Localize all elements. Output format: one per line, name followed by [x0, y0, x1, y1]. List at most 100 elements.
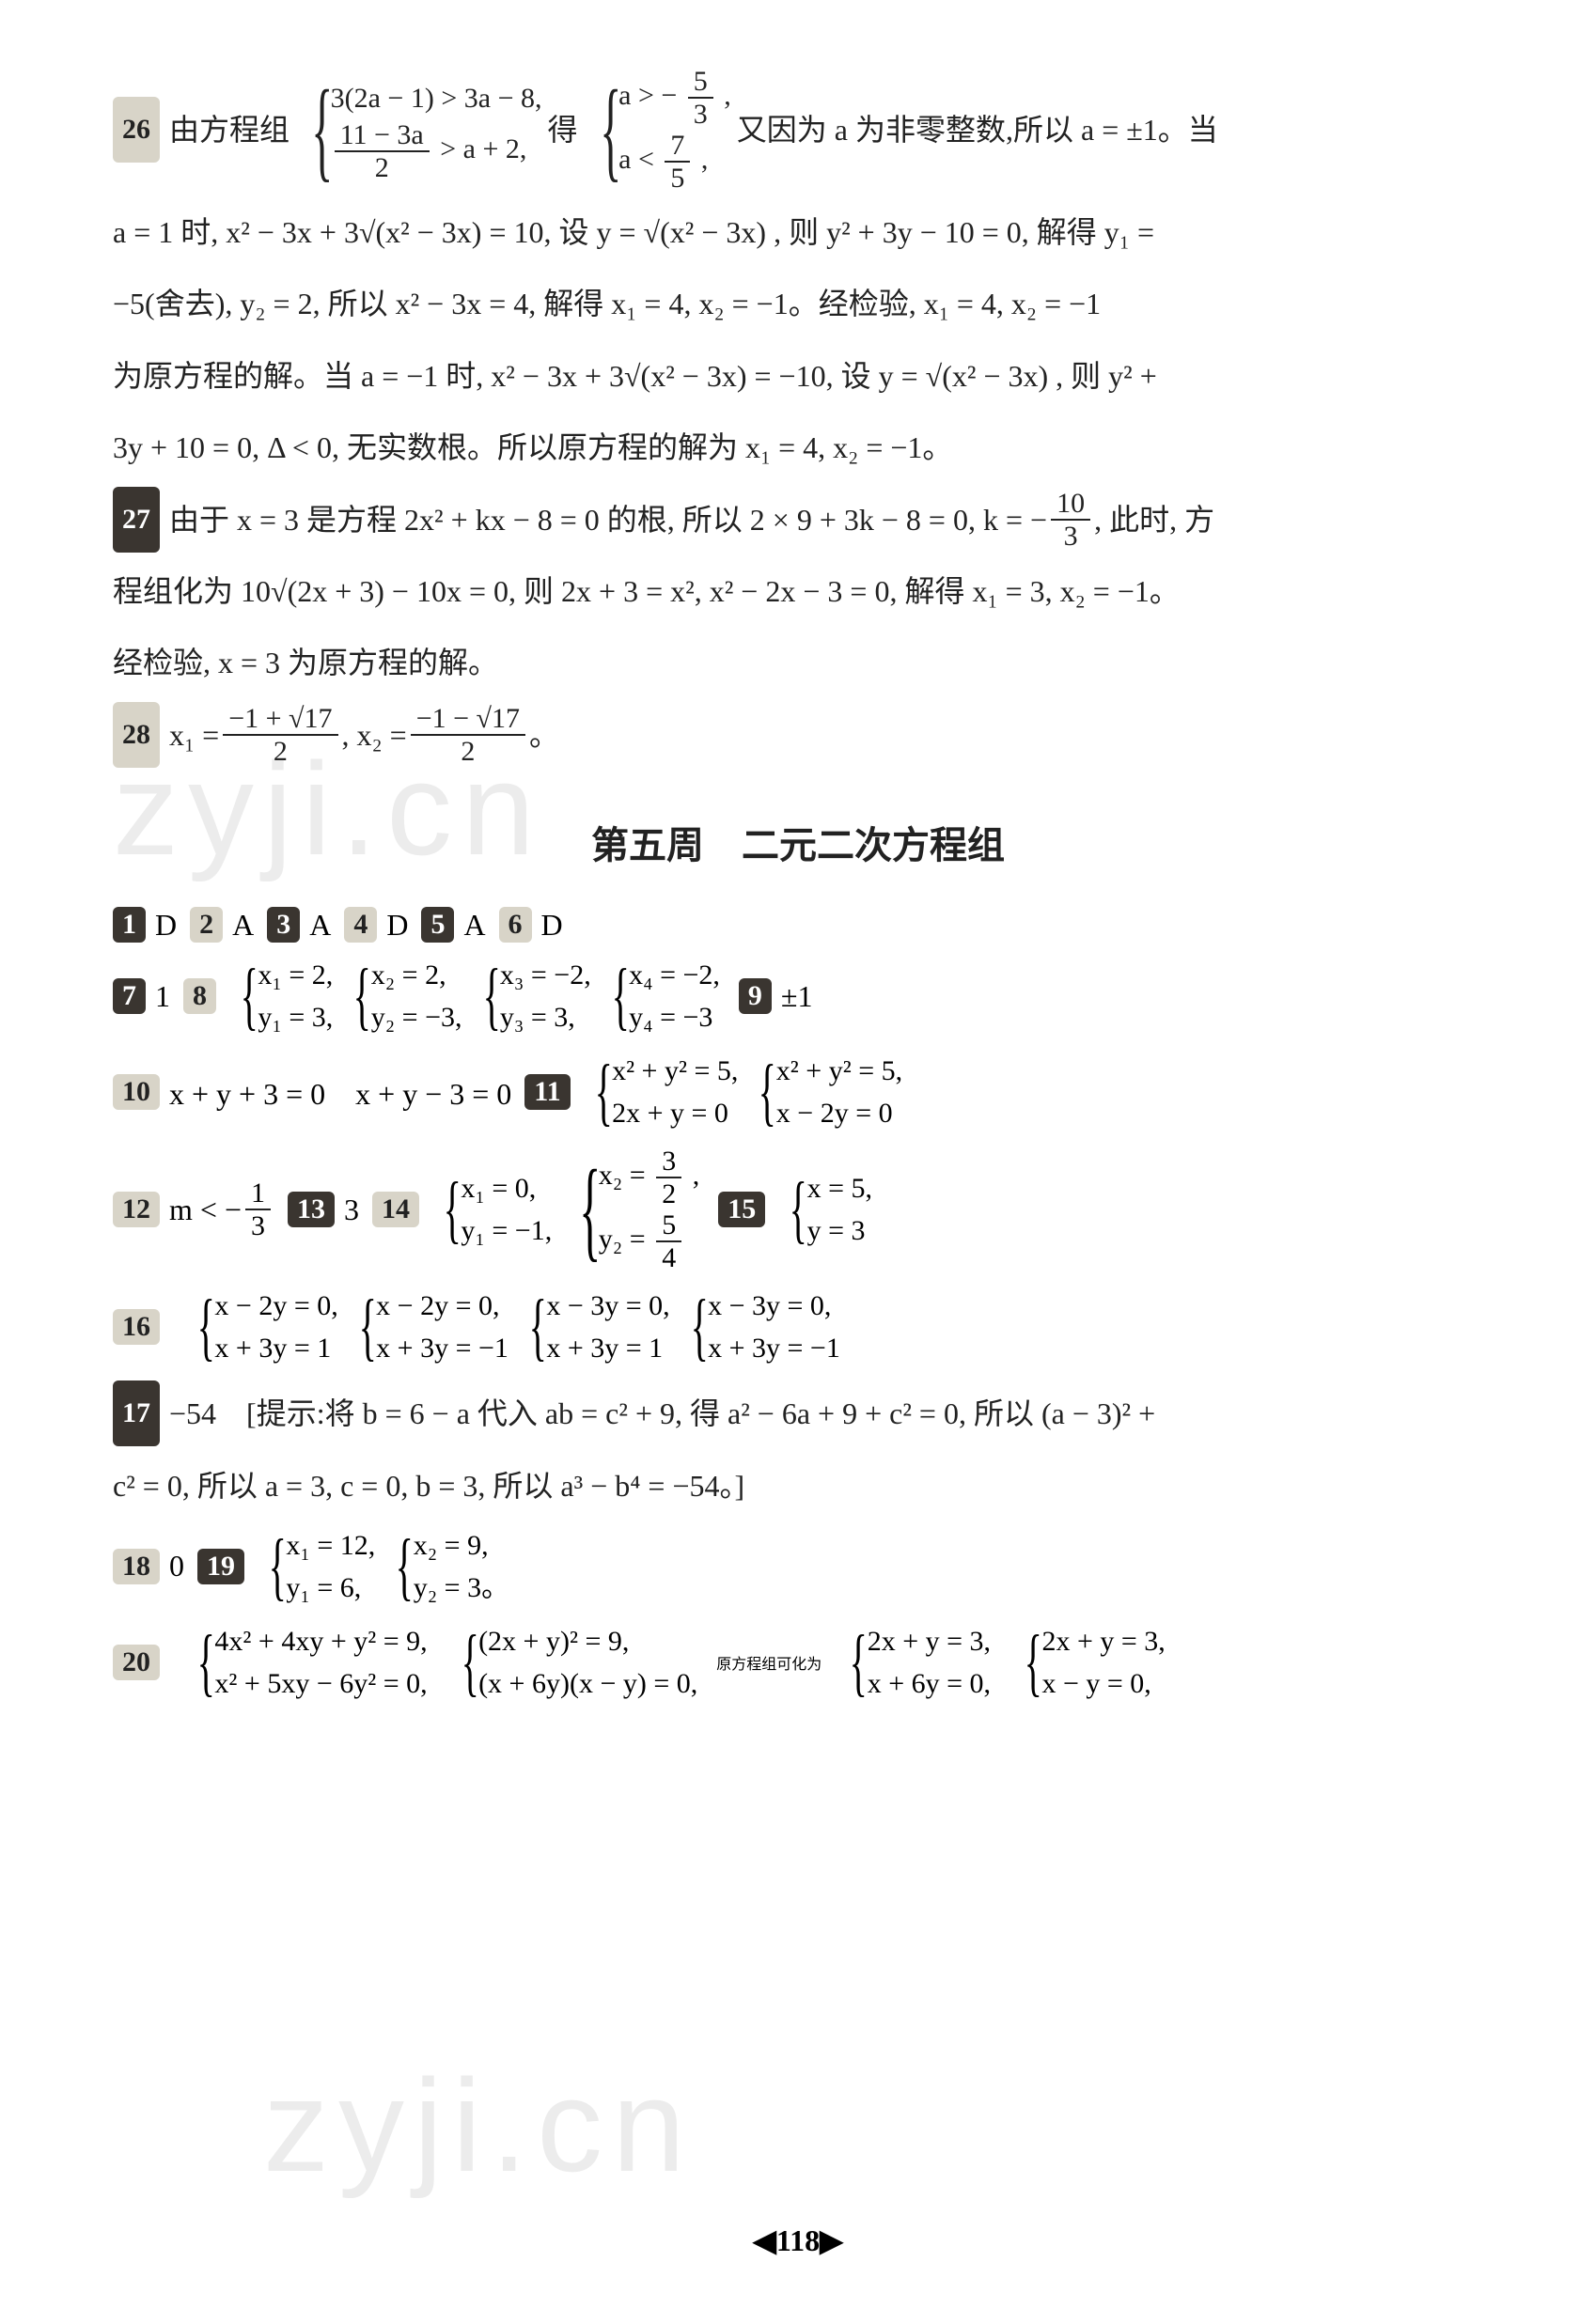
q-num: 1: [113, 907, 146, 943]
q17-l1: 17 −54 [提示:将 b = 6 − a 代入 ab = c² + 9, 得…: [113, 1380, 1483, 1446]
q14-set2: { x₂ = 32 , y₂ = 54: [563, 1146, 699, 1273]
q28-pre: x₁ =: [169, 702, 219, 768]
equation-set: {x² + y² = 5,x − 2y = 0: [749, 1050, 902, 1134]
equation-set: {x₄ = −2,y₄ = −3: [602, 954, 720, 1038]
q27-l2: 程组化为 10√(2x + 3) − 10x = 0, 则 2x + 3 = x…: [113, 558, 1483, 624]
q27-frac: 103: [1051, 488, 1090, 552]
q20-r1: { 2x + y = 3, x + 6y = 0,: [840, 1620, 991, 1705]
q28-num: 28: [113, 702, 160, 768]
answer-item: 2A: [190, 907, 254, 943]
equation-set: {x − 2y = 0,x + 3y = 1: [188, 1285, 338, 1369]
answer-item: 3A: [267, 907, 331, 943]
q12-frac: 13: [245, 1178, 271, 1241]
section-title: 第五周 二元二次方程组: [113, 815, 1483, 869]
answer-item: 5A: [421, 907, 485, 943]
q14-set1: { x₁ = 0, y₁ = −1,: [434, 1167, 552, 1252]
q20-r2: { 2x + y = 3, x − y = 0,: [1015, 1620, 1166, 1705]
answer-item: 1D: [113, 907, 177, 943]
q20-mid: { (2x + y)² = 9, (x + 6y)(x − y) = 0,: [452, 1620, 698, 1705]
q12-num: 12: [113, 1192, 160, 1227]
q15-set: { x = 5, y = 3: [780, 1167, 872, 1252]
q15-num: 15: [718, 1192, 765, 1227]
q19-num: 19: [197, 1549, 244, 1584]
q28-f1: −1 + √172: [223, 703, 337, 767]
q26-prefix: 由方程组: [169, 97, 289, 163]
q14-s2b: y₂ = 54: [599, 1209, 699, 1273]
answer-item: 4D: [344, 907, 408, 943]
q17-text1: −54 [提示:将 b = 6 − a 代入 ab = c² + 9, 得 a²…: [169, 1380, 1155, 1446]
q-num: 2: [190, 907, 223, 943]
q-answer: A: [463, 908, 485, 943]
q26-sys1-b: 11 − 3a2 > a + 2,: [331, 119, 542, 183]
q-num: 5: [421, 907, 454, 943]
q-num: 6: [499, 907, 532, 943]
q28-f2: −1 − √172: [411, 703, 525, 767]
q-answer: D: [386, 908, 408, 943]
row-10-11: 10x + y + 3 = 0 x + y − 3 = 0 11 {x² + y…: [113, 1050, 1483, 1134]
q17-num: 17: [113, 1380, 160, 1446]
q26-l3: −5(舍去), y₂ = 2, 所以 x² − 3x = 4, 解得 x₁ = …: [113, 271, 1483, 336]
q26-sys2-a: a > − 53 ,: [618, 66, 731, 130]
q26-mid: 得: [548, 97, 578, 163]
q20-text: 原方程组可化为: [716, 1651, 821, 1674]
page-num-left-icon: ◀: [753, 2223, 776, 2257]
equation-set: {x² + y² = 5,2x + y = 0: [586, 1050, 739, 1134]
q28-tail: 。: [529, 702, 559, 768]
q20-num: 20: [113, 1645, 160, 1680]
row-12-15: 12 m < − 13 13 3 14 { x₁ = 0, y₁ = −1, { …: [113, 1146, 1483, 1273]
q10-ans: x + y + 3 = 0 x + y − 3 = 0: [169, 1070, 511, 1114]
q18-num: 18: [113, 1549, 160, 1584]
row-18-19: 18 0 19 {x₁ = 12,y₁ = 6,{x₂ = 9,y₂ = 3。: [113, 1524, 1483, 1609]
q13-ans: 3: [344, 1193, 359, 1227]
watermark-2: zyji.cn: [263, 2050, 695, 2202]
page-num-right-icon: ▶: [820, 2223, 843, 2257]
q27-num: 27: [113, 487, 160, 553]
q14-s2a: x₂ = 32 ,: [599, 1146, 699, 1209]
page-num-value: 118: [776, 2223, 820, 2257]
row-7-9: 71 8 {x₁ = 2,y₁ = 3,{x₂ = 2,y₂ = −3,{x₃ …: [113, 954, 1483, 1038]
equation-set: {x₁ = 12,y₁ = 6,: [259, 1524, 375, 1609]
q7-num: 7: [113, 978, 146, 1014]
q26-l5: 3y + 10 = 0, Δ < 0, 无实数根。所以原方程的解为 x₁ = 4…: [113, 414, 1483, 480]
q28: 28 x₁ = −1 + √172 , x₂ = −1 − √172 。: [113, 702, 1483, 768]
q27-tail: , 此时, 方: [1094, 487, 1214, 553]
q12-pre: m < −: [169, 1193, 242, 1227]
q9-ans: ±1: [781, 979, 813, 1014]
row-1-6: 1D2A3A4D5A6D: [113, 907, 1483, 943]
q27-pre: 由于 x = 3 是方程 2x² + kx − 8 = 0 的根, 所以 2 ×…: [169, 487, 1047, 553]
q-num: 4: [344, 907, 377, 943]
q19-sets: {x₁ = 12,y₁ = 6,{x₂ = 9,y₂ = 3。: [254, 1524, 515, 1609]
q16-sets: {x − 2y = 0,x + 3y = 1{x − 2y = 0,x + 3y…: [182, 1285, 846, 1369]
q-num: 3: [267, 907, 300, 943]
page-number: ◀118▶: [753, 2223, 842, 2258]
q27-l3: 经检验, x = 3 为原方程的解。: [113, 630, 1483, 695]
equation-set: {x − 3y = 0,x + 3y = −1: [681, 1285, 840, 1369]
q14-num: 14: [372, 1192, 419, 1227]
q17-l2: c² = 0, 所以 a = 3, c = 0, b = 3, 所以 a³ − …: [113, 1453, 1483, 1519]
row-20: 20 { 4x² + 4xy + y² = 9, x² + 5xy − 6y² …: [113, 1620, 1483, 1705]
equation-set: {x − 2y = 0,x + 3y = −1: [350, 1285, 509, 1369]
q26-num: 26: [113, 97, 160, 163]
q-answer: A: [309, 908, 331, 943]
q26-sys2-b: a < 75 ,: [618, 130, 731, 194]
row-16: 16 {x − 2y = 0,x + 3y = 1{x − 2y = 0,x +…: [113, 1285, 1483, 1369]
q11-num: 11: [524, 1074, 570, 1110]
q18-ans: 0: [169, 1549, 184, 1583]
q28-mid: , x₂ =: [342, 702, 407, 768]
q-answer: D: [155, 908, 177, 943]
q26-l2: a = 1 时, x² − 3x + 3√(x² − 3x) = 10, 设 y…: [113, 199, 1483, 265]
q26-l4: 为原方程的解。当 a = −1 时, x² − 3x + 3√(x² − 3x)…: [113, 343, 1483, 409]
q10-num: 10: [113, 1074, 160, 1110]
q13-num: 13: [288, 1192, 335, 1227]
equation-set: {x₁ = 2,y₁ = 3,: [231, 954, 333, 1038]
equation-set: {x₂ = 2,y₂ = −3,: [344, 954, 462, 1038]
q-answer: D: [541, 908, 563, 943]
q26-after: 又因为 a 为非零整数,所以 a = ±1。当: [737, 97, 1218, 163]
q20-left: { 4x² + 4xy + y² = 9, x² + 5xy − 6y² = 0…: [188, 1620, 428, 1705]
q26-sys2: { a > − 53 , a < 75 ,: [584, 66, 731, 194]
answer-item: 6D: [499, 907, 563, 943]
q8-sets: {x₁ = 2,y₁ = 3,{x₂ = 2,y₂ = −3,{x₃ = −2,…: [226, 954, 726, 1038]
equation-set: {x₃ = −2,y₃ = 3,: [474, 954, 591, 1038]
q11-sets: {x² + y² = 5,2x + y = 0{x² + y² = 5,x − …: [580, 1050, 908, 1134]
equation-set: {x − 3y = 0,x + 3y = 1: [520, 1285, 670, 1369]
